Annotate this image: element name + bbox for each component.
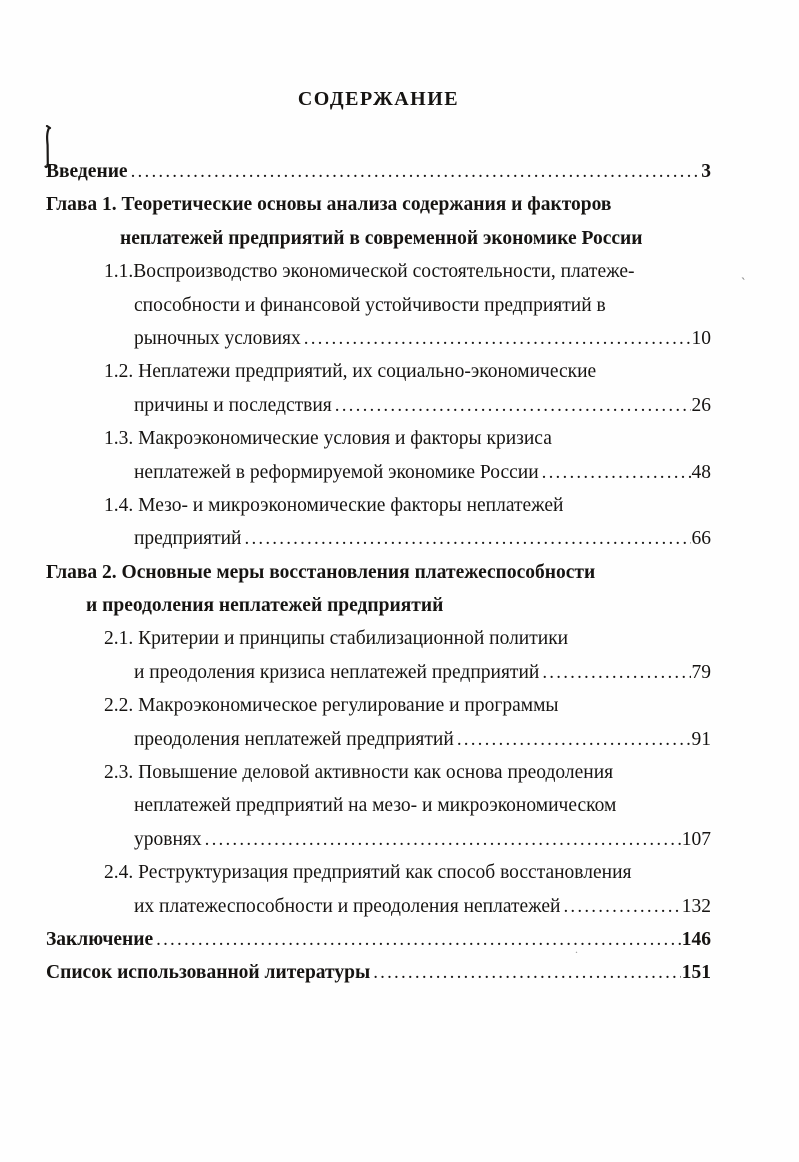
toc-line-text: рыночных условиях [134, 327, 301, 349]
dot-leader: ........................................… [244, 528, 691, 550]
scan-speck-artifact: ˋ [738, 275, 747, 293]
toc-line: Введение ...............................… [46, 155, 711, 188]
page-number: 26 [691, 394, 712, 416]
dot-leader: ........................................… [303, 327, 691, 349]
page-number: 66 [691, 528, 712, 550]
toc-line-text: Глава 2. Основные меры восстановления пл… [46, 561, 596, 583]
toc-line-text: Заключение [46, 928, 154, 950]
page-number: 151 [681, 962, 711, 984]
toc-line-text: 1.3. Макроэкономические условия и фактор… [104, 428, 552, 450]
page-number: 91 [691, 728, 712, 750]
toc-line-text: 2.2. Макроэкономическое регулирование и … [104, 695, 559, 717]
toc-line: способности и финансовой устойчивости пр… [46, 289, 711, 322]
dot-leader: ........................................… [563, 895, 680, 917]
page-number: 79 [691, 661, 712, 683]
toc-line-text: Глава 1. Теоретические основы анализа со… [46, 194, 612, 216]
toc-line-text: и преодоления неплатежей предприятий [86, 595, 444, 617]
toc-line: 1.4. Мезо- и микроэкономические факторы … [46, 489, 711, 522]
dot-leader: ........................................… [130, 161, 701, 182]
page-number: 107 [681, 828, 711, 850]
toc-line-text: Введение [46, 161, 128, 182]
page-content: СОДЕРЖАНИЕ Введение ....................… [46, 88, 711, 990]
toc-line: неплатежей предприятий в современной эко… [46, 222, 711, 255]
toc-line: рыночных условиях ......................… [46, 322, 711, 355]
scan-speck-artifact: . [575, 942, 578, 956]
toc-line: Глава 1. Теоретические основы анализа со… [46, 188, 711, 221]
toc-line: предприятий ............................… [46, 522, 711, 555]
page-number: 10 [691, 327, 712, 349]
toc-line: их платежеспособности и преодоления непл… [46, 890, 711, 923]
dot-leader: ........................................… [373, 962, 681, 984]
toc-line: 2.2. Макроэкономическое регулирование и … [46, 689, 711, 722]
dot-leader: ........................................… [156, 928, 681, 950]
toc-line: и преодоления кризиса неплатежей предпри… [46, 656, 711, 689]
toc-line-text: неплатежей в реформируемой экономике Рос… [134, 461, 539, 483]
toc-line: неплатежей в реформируемой экономике Рос… [46, 456, 711, 489]
toc-line-text: 2.1. Критерии и принципы стабилизационно… [104, 628, 569, 650]
toc-line: и преодоления неплатежей предприятий [46, 589, 711, 622]
dot-leader: ........................................… [542, 661, 690, 683]
dot-leader: ........................................… [541, 461, 691, 483]
toc-line-text: их платежеспособности и преодоления непл… [134, 895, 561, 917]
toc-line: Заключение .............................… [46, 923, 711, 956]
toc-line-text: причины и последствия [134, 394, 332, 416]
toc-line-text: и преодоления кризиса неплатежей предпри… [134, 661, 540, 683]
toc-line-text: неплатежей предприятий в современной эко… [120, 227, 643, 249]
toc-line: 1.1.Воспроизводство экономической состоя… [46, 255, 711, 288]
toc-line-text: предприятий [134, 528, 242, 550]
toc-line-text: 1.1.Воспроизводство экономической состоя… [104, 261, 635, 283]
toc-line-text: 2.4. Реструктуризация предприятий как сп… [104, 862, 632, 884]
toc-line: 1.2. Неплатежи предприятий, их социально… [46, 355, 711, 388]
toc-line: преодоления неплатежей предприятий .....… [46, 723, 711, 756]
toc-list: Введение ...............................… [46, 155, 711, 990]
toc-line-text: 1.4. Мезо- и микроэкономические факторы … [104, 494, 564, 516]
toc-line: Глава 2. Основные меры восстановления пл… [46, 556, 711, 589]
toc-line-text: 1.2. Неплатежи предприятий, их социально… [104, 361, 597, 383]
dot-leader: ........................................… [204, 828, 681, 850]
toc-line-text: преодоления неплатежей предприятий [134, 728, 454, 750]
page-number: 48 [691, 461, 712, 483]
toc-line-text: 2.3. Повышение деловой активности как ос… [104, 762, 614, 784]
toc-line: уровнях ................................… [46, 823, 711, 856]
toc-line: 2.1. Критерии и принципы стабилизационно… [46, 622, 711, 655]
page-title: СОДЕРЖАНИЕ [297, 88, 460, 110]
toc-line: причины и последствия ..................… [46, 389, 711, 422]
page-number: 146 [681, 928, 711, 950]
toc-line-text: уровнях [134, 828, 202, 850]
page-number: 132 [681, 895, 711, 917]
toc-line: 2.4. Реструктуризация предприятий как сп… [46, 856, 711, 889]
toc-line: 1.3. Макроэкономические условия и фактор… [46, 422, 711, 455]
page-number: 3 [701, 161, 711, 182]
dot-leader: ........................................… [456, 728, 691, 750]
toc-line-text: способности и финансовой устойчивости пр… [134, 294, 606, 316]
toc-line-text: Список использованной литературы [46, 962, 371, 984]
dot-leader: ........................................… [334, 394, 691, 416]
pen-stroke-artifact [44, 125, 52, 169]
toc-line-text: неплатежей предприятий на мезо- и микроэ… [134, 795, 617, 817]
toc-line: неплатежей предприятий на мезо- и микроэ… [46, 789, 711, 822]
toc-line: 2.3. Повышение деловой активности как ос… [46, 756, 711, 789]
toc-line: Список использованной литературы .......… [46, 956, 711, 989]
